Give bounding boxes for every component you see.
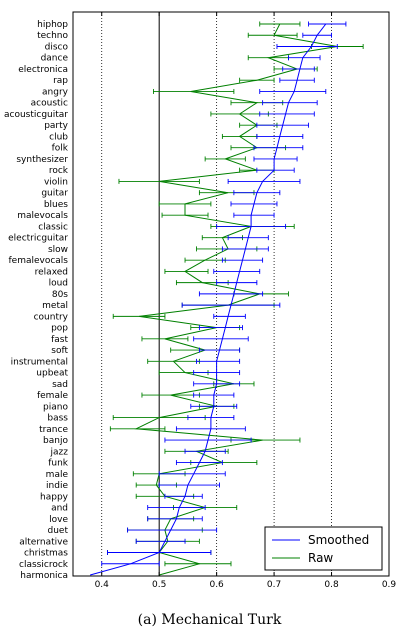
category-label: classicrock <box>19 560 69 570</box>
category-label: loud <box>49 279 68 289</box>
x-tick-label: 0.7 <box>267 580 281 590</box>
category-label: slow <box>48 245 68 255</box>
category-label: electronica <box>18 65 68 75</box>
category-label: guitar <box>41 189 68 199</box>
raw-series-line <box>134 23 338 576</box>
category-label: happy <box>40 492 69 502</box>
category-label: jazz <box>50 447 69 457</box>
category-label: instrumental <box>11 357 68 367</box>
category-label: classic <box>38 222 68 232</box>
category-label: soft <box>51 346 68 356</box>
category-label: bass <box>47 414 68 424</box>
category-label: sad <box>52 380 68 390</box>
category-label: piano <box>43 402 68 412</box>
category-label: duet <box>48 526 69 536</box>
category-label: club <box>49 132 68 142</box>
category-label: upbeat <box>36 369 68 379</box>
x-tick-label: 0.4 <box>95 580 110 590</box>
category-label: hiphop <box>37 20 68 30</box>
category-label: folk <box>52 144 69 154</box>
category-label: relaxed <box>35 267 68 277</box>
category-label: alternative <box>19 537 68 547</box>
category-label: fast <box>51 335 68 345</box>
category-label: indie <box>46 481 68 491</box>
category-label: trance <box>39 425 68 435</box>
series <box>90 21 364 576</box>
category-label: pop <box>51 324 68 334</box>
category-label: dance <box>41 54 69 64</box>
legend: Smoothed Raw <box>264 526 383 571</box>
category-label: techno <box>37 31 68 41</box>
category-label: funk <box>48 459 69 469</box>
category-label: rap <box>53 76 68 86</box>
category-label: and <box>51 504 68 514</box>
figure-caption: (a) Mechanical Turk <box>137 612 282 628</box>
x-tick-label: 0.5 <box>152 580 166 590</box>
category-label: love <box>49 515 68 525</box>
category-label: banjo <box>43 436 68 446</box>
category-label: christmas <box>24 549 68 559</box>
x-tick-label: 0.8 <box>324 580 339 590</box>
category-label: acoustic <box>31 99 68 109</box>
category-label: blues <box>44 200 68 210</box>
category-label: metal <box>42 301 68 311</box>
x-tick-label: 0.6 <box>209 580 224 590</box>
category-label: angry <box>42 87 69 97</box>
smoothed-series-line <box>90 23 327 576</box>
category-label: female <box>37 391 68 401</box>
category-label: femalevocals <box>8 256 68 266</box>
x-axis: 0.4 0.5 0.6 0.7 0.8 0.9 <box>95 12 397 590</box>
category-label: violin <box>44 177 68 187</box>
category-label: 80s <box>52 290 68 300</box>
category-label: party <box>44 121 68 131</box>
legend-box <box>264 526 383 571</box>
legend-label-smoothed: Smoothed <box>308 533 369 547</box>
category-label: malevocals <box>17 211 68 221</box>
legend-label-raw: Raw <box>308 551 333 565</box>
category-label: rock <box>49 166 69 176</box>
category-label: synthesizer <box>16 155 68 165</box>
category-label: harmonica <box>20 571 68 581</box>
plot-frame <box>72 11 390 577</box>
category-label: disco <box>45 42 69 52</box>
category-label: electricguitar <box>8 234 68 244</box>
category-label: country <box>34 312 69 322</box>
category-label: male <box>46 470 69 480</box>
x-tick-label: 0.9 <box>382 580 397 590</box>
category-label: acousticguitar <box>4 110 68 120</box>
